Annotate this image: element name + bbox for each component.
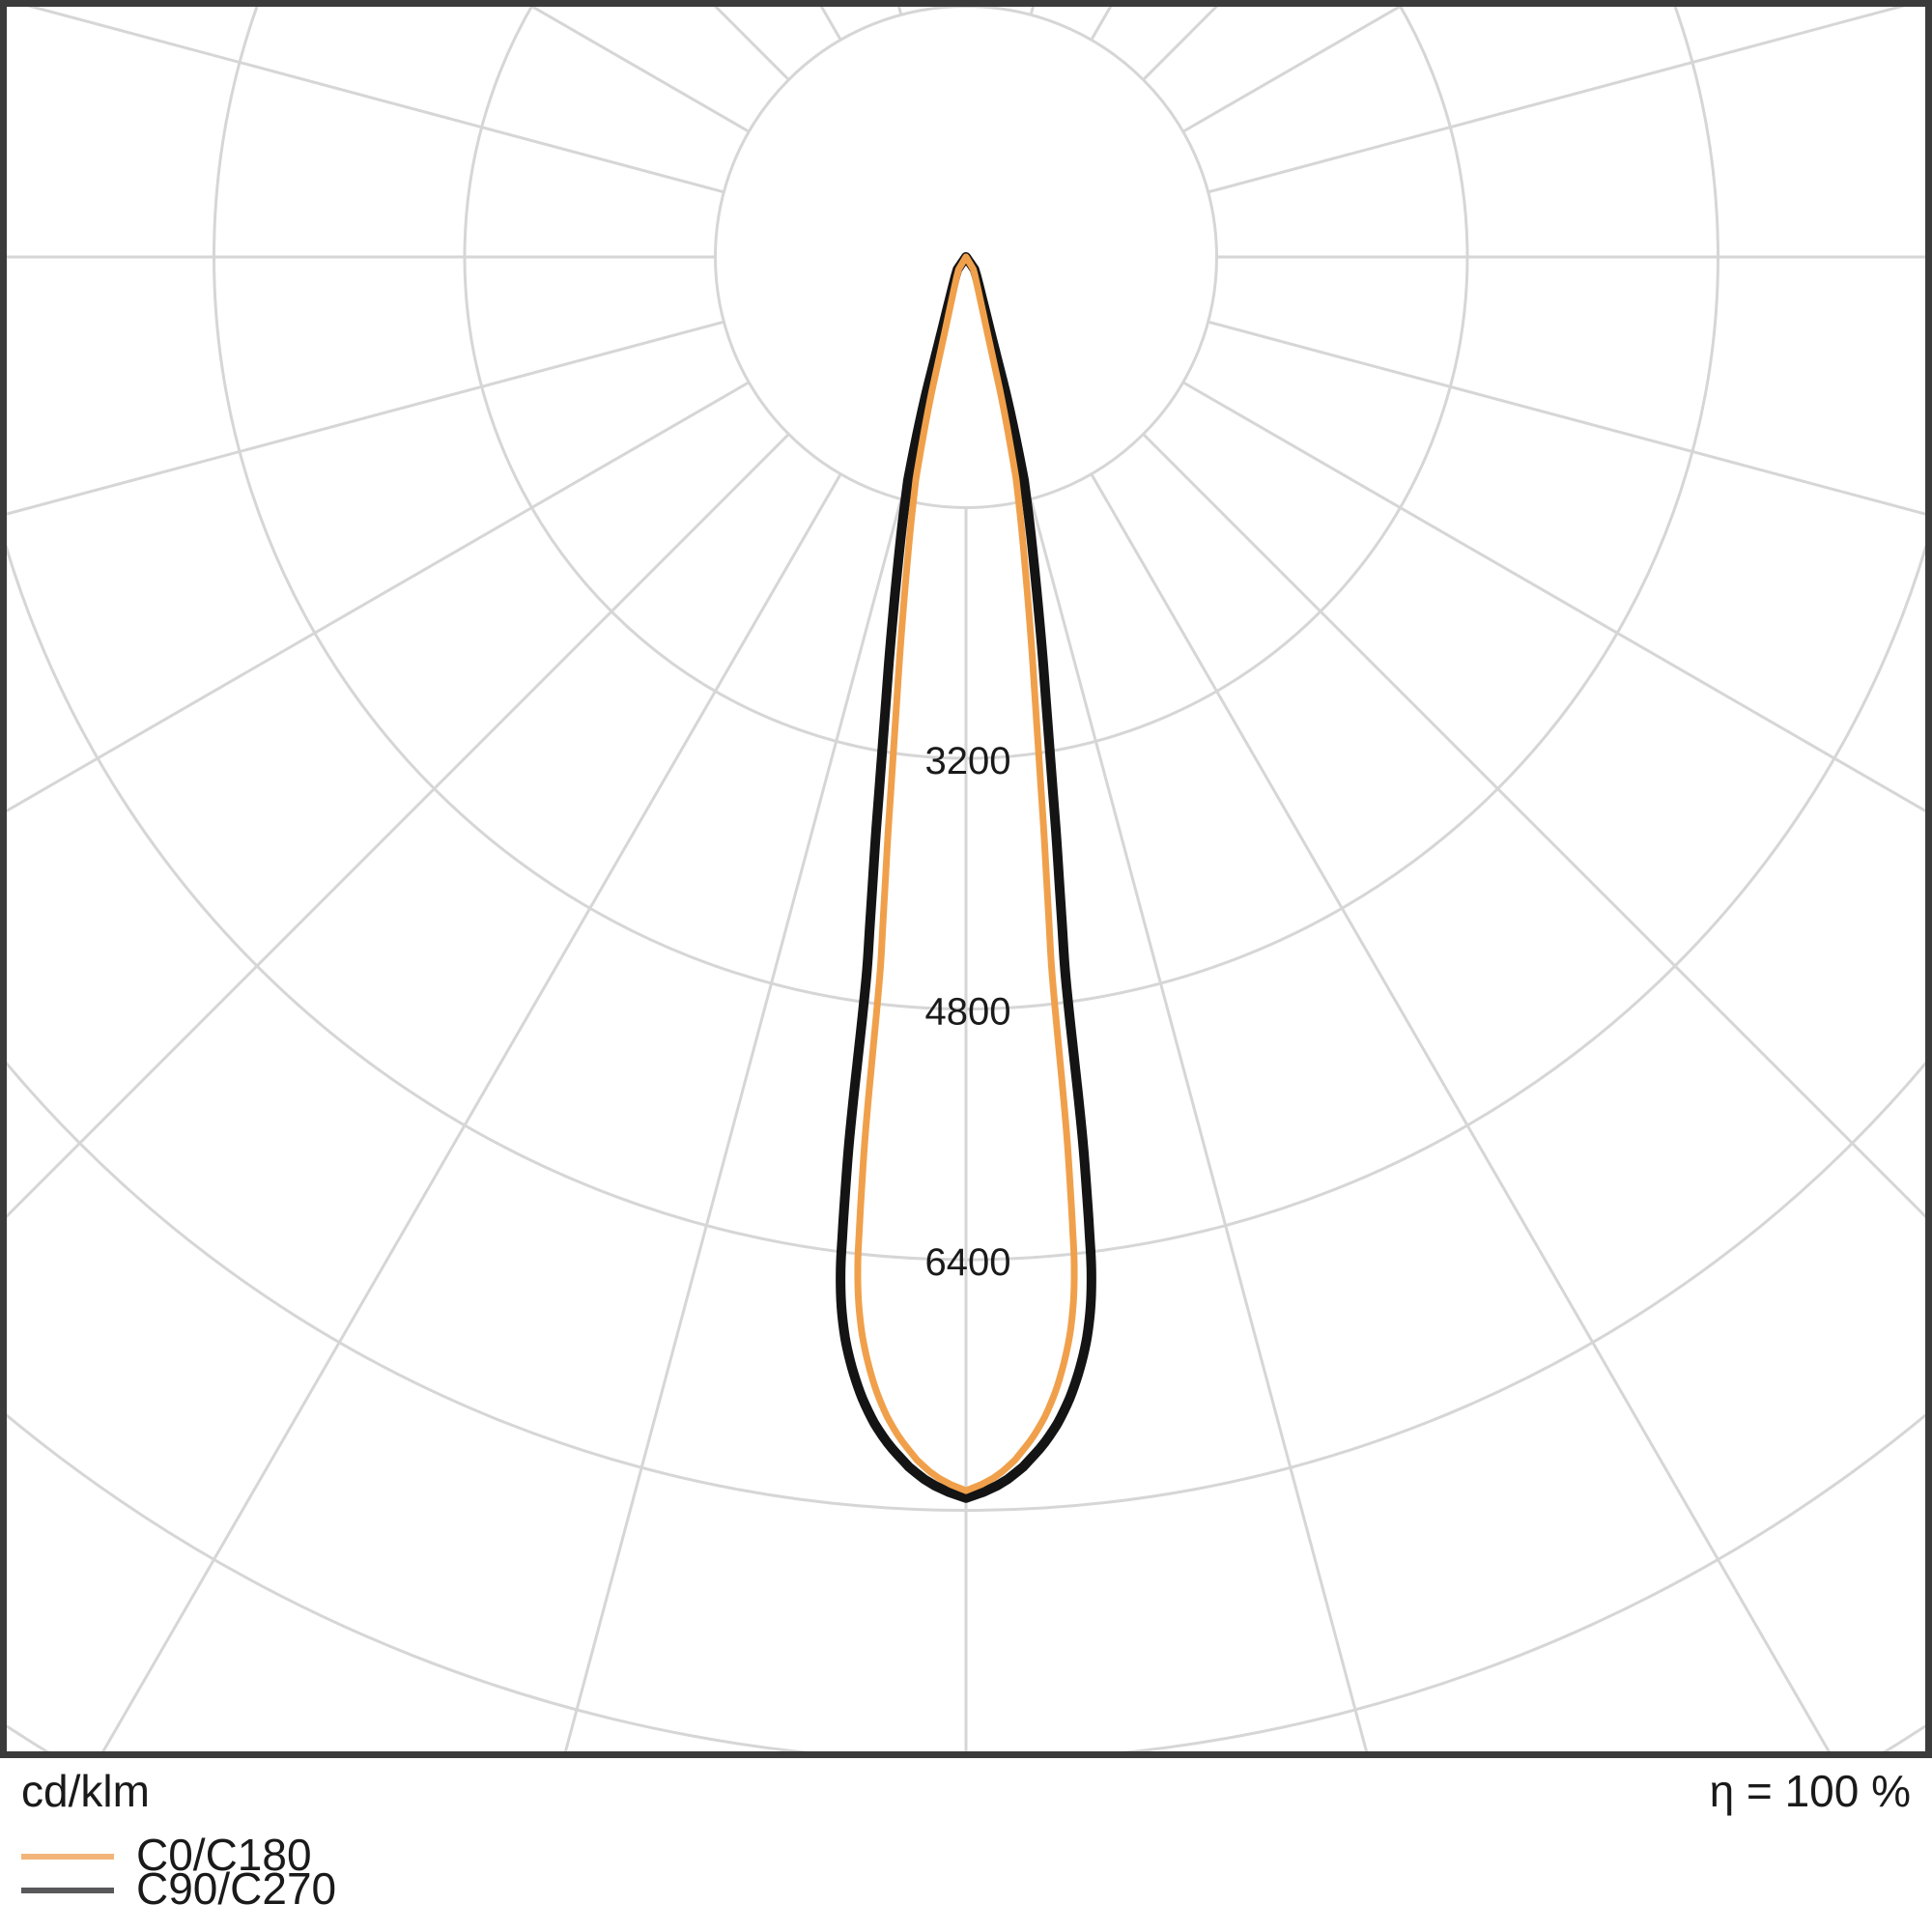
svg-text:cd/klm: cd/klm [21, 1766, 150, 1816]
svg-text:C90/C270: C90/C270 [136, 1863, 336, 1914]
svg-text:4800: 4800 [925, 991, 1011, 1034]
svg-text:3200: 3200 [925, 740, 1011, 782]
svg-text:η = 100 %: η = 100 % [1710, 1766, 1911, 1816]
svg-text:6400: 6400 [925, 1241, 1011, 1284]
